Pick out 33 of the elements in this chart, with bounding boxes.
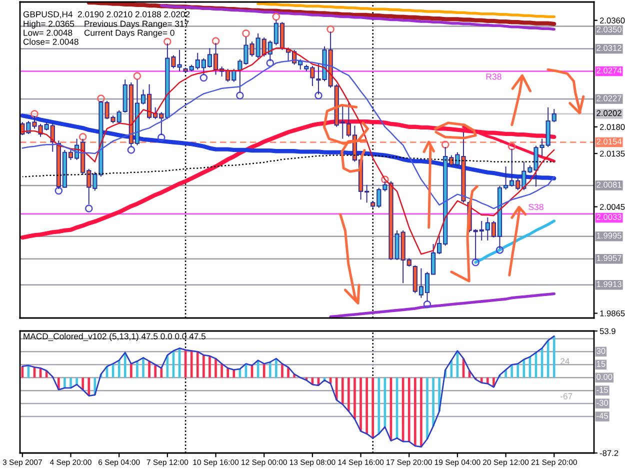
- ref-line-label: 2.0202: [596, 110, 622, 116]
- ref-line-label: 0.00: [596, 374, 612, 380]
- ref-line-label: 30: [596, 348, 606, 354]
- ref-line-label: 2.0081: [596, 182, 622, 188]
- text: GBPUSD,H4 2.0190 2.0210 2.0188 2.0202: [23, 11, 190, 18]
- ref-line-label: -30: [596, 400, 608, 406]
- annotation: R38: [486, 74, 502, 80]
- ref-line-label: 1.9913: [596, 281, 622, 288]
- y-tick-label: 2.0360: [600, 18, 625, 24]
- annotation: S38: [528, 204, 544, 210]
- y-tick-label: 2.0045: [600, 204, 625, 210]
- ref-line-label: 1.9957: [596, 255, 622, 262]
- ref-line-label: 2.0274: [596, 68, 622, 74]
- annotation: Current Days Range= 0: [84, 30, 174, 38]
- ref-line-label: 2.0312: [596, 45, 622, 51]
- annotation: High= 2.0365: [24, 20, 74, 29]
- y-tick-label: 1.9865: [600, 310, 625, 316]
- ref-line-label: 2.0154: [596, 138, 622, 144]
- annotation: Low= 2.0048: [24, 30, 72, 36]
- y-tick-label: 2.0135: [600, 150, 625, 157]
- y-tick-label: 2.0180: [600, 124, 625, 130]
- ref-line-label: 1.9995: [596, 232, 622, 239]
- annotation: Close= 2.0048: [23, 38, 78, 45]
- y-tick-label: 53.9: [600, 328, 616, 334]
- ref-line-label: 15: [596, 361, 606, 367]
- ref-line-label: 2.0227: [596, 95, 622, 102]
- ref-line-label: -15: [596, 386, 608, 393]
- annotation: Previous Days Range= 317: [84, 20, 189, 29]
- ref-line-label: -45: [596, 412, 608, 419]
- y-tick-label: -87.2: [600, 450, 618, 456]
- ref-line-label: 2.0033: [596, 214, 622, 220]
- ref-line-label: 2.0350: [596, 26, 622, 32]
- text: -67: [560, 393, 572, 400]
